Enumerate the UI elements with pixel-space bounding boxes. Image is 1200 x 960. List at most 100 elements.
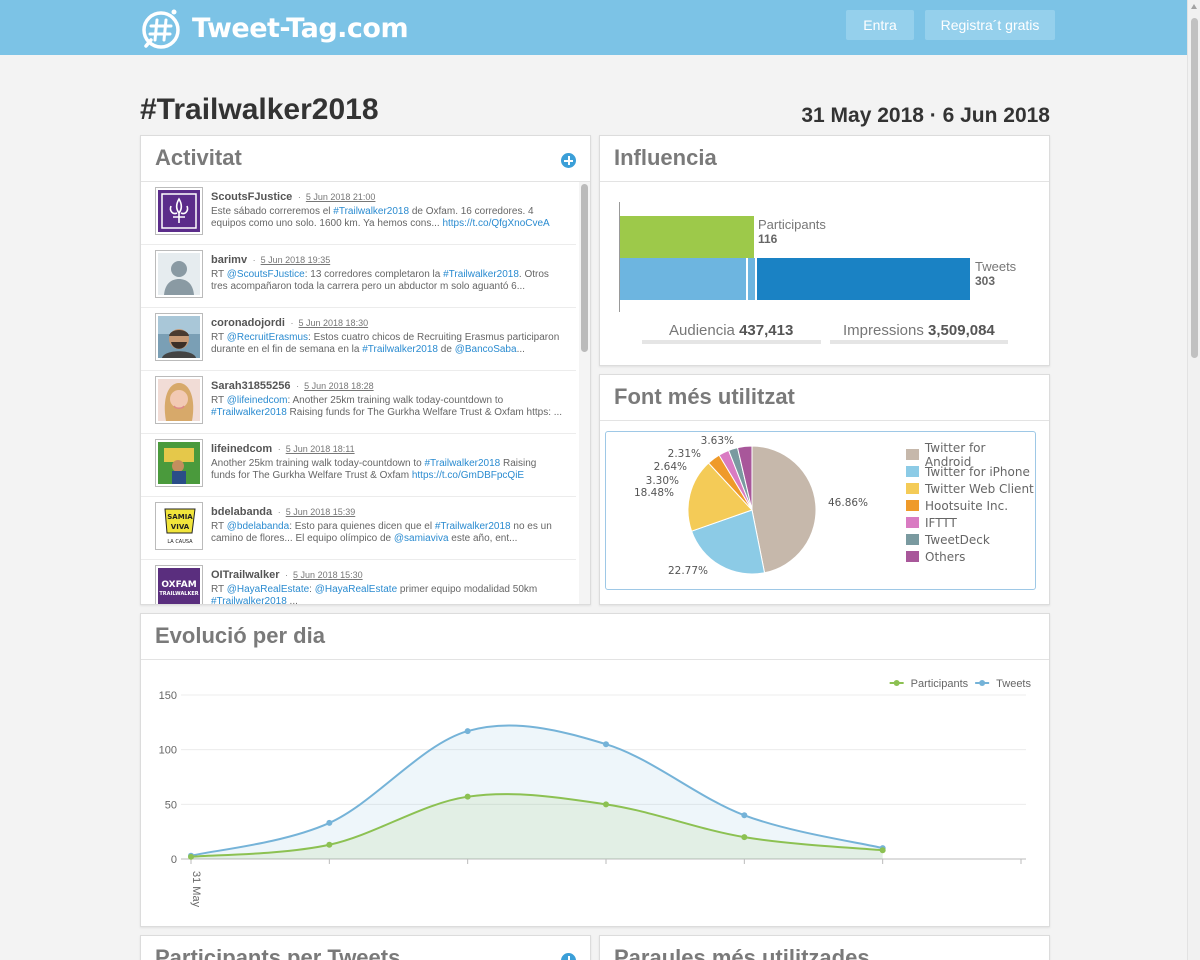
mention-link[interactable]: @ScoutsFJustice	[226, 269, 305, 280]
avatar[interactable]	[155, 187, 203, 235]
tweet-date[interactable]: 5 Jun 2018 21:00	[305, 192, 376, 202]
avatar[interactable]: SAMIA VIVA LA CAUSA	[155, 502, 203, 550]
mention-link[interactable]: @lifeinedcom	[226, 395, 288, 406]
scroll-up-arrow-icon[interactable]	[1191, 4, 1197, 9]
tweet-item[interactable]: Sarah31855256 · 5 Jun 2018 18:28 RT @lif…	[141, 371, 576, 434]
hashtag-link[interactable]: #Trailwalker2018	[211, 406, 287, 418]
influence-axis	[619, 202, 620, 312]
tweet-username[interactable]: lifeinedcom	[211, 443, 273, 455]
tweet-text: RT @bdelabanda: Esto para quienes dicen …	[211, 521, 552, 544]
tweet-item[interactable]: SAMIA VIVA LA CAUSA bdelabanda · 5 Jun 201…	[141, 497, 576, 560]
pie-data-label: 22.77%	[668, 565, 708, 577]
tweet-username[interactable]: Sarah31855256	[211, 380, 291, 392]
pie-slice-twitter-web-client[interactable]	[687, 462, 753, 532]
tweet-url-link[interactable]: https://t.co/QfgXnoCveA	[442, 217, 550, 229]
tweet-item[interactable]: lifeinedcom · 5 Jun 2018 18:11 Another 2…	[141, 434, 576, 497]
evolution-title: Evolució per dia	[155, 623, 325, 648]
mention-link[interactable]: @HayaRealEstate	[314, 584, 398, 595]
participants-point[interactable]	[879, 847, 886, 854]
avatar[interactable]: OXFAM TRAILWALKER	[155, 565, 203, 604]
pie-slice-twitter-for-iphone[interactable]	[690, 509, 766, 575]
tweet-user[interactable]: lifeinedcom · 5 Jun 2018 18:11	[211, 443, 355, 455]
mention-link[interactable]: @RecruitErasmus	[226, 332, 309, 343]
tweet-user[interactable]: ScoutsFJustice · 5 Jun 2018 21:00	[211, 191, 376, 203]
avatar[interactable]	[155, 439, 203, 487]
legend-item[interactable]: Tweets	[975, 678, 1031, 690]
hashtag-link[interactable]: #Trailwalker2018	[333, 206, 410, 217]
tweet-username[interactable]: bdelabanda	[211, 506, 273, 518]
tweet-user[interactable]: barimv · 5 Jun 2018 19:35	[211, 254, 331, 266]
tweet-date[interactable]: 5 Jun 2018 15:39	[285, 507, 356, 517]
legend-item[interactable]: Participants	[889, 678, 969, 690]
tweet-user[interactable]: coronadojordi · 5 Jun 2018 18:30	[211, 317, 369, 329]
participants-point[interactable]	[464, 793, 471, 800]
add-icon[interactable]	[561, 953, 576, 960]
tweet-url-link[interactable]: https://t.co/GmDBFpcQiE	[411, 469, 525, 481]
participants-value: 116	[758, 232, 778, 246]
participants-per-tweets-header: Participants per Tweets	[141, 936, 590, 960]
mention-link[interactable]: @BancoSaba	[454, 343, 517, 355]
legend-label: IFTTT	[925, 515, 957, 530]
feed-scrollbar[interactable]	[579, 182, 590, 604]
hashtag-link[interactable]: #Trailwalker2018	[362, 343, 438, 355]
participants-point[interactable]	[741, 834, 748, 841]
register-button[interactable]: Registra´t gratis	[925, 10, 1055, 40]
legend-item[interactable]: Twitter for iPhone	[906, 463, 1035, 480]
tweet-user[interactable]: OITrailwalker · 5 Jun 2018 15:30	[211, 569, 363, 581]
mention-link[interactable]: @bdelabanda	[226, 521, 290, 532]
tweet-date[interactable]: 5 Jun 2018 18:11	[285, 444, 355, 454]
tweets-point[interactable]	[464, 728, 471, 735]
hashtag-link[interactable]: #Trailwalker2018	[211, 595, 287, 605]
legend-item[interactable]: Others	[906, 548, 1035, 565]
page-scrollbar[interactable]	[1187, 0, 1200, 960]
tweet-username[interactable]: OITrailwalker	[211, 569, 280, 581]
legend-label: Hootsuite Inc.	[925, 498, 1009, 513]
tweets-bar[interactable]	[620, 258, 970, 300]
tweet-item[interactable]: barimv · 5 Jun 2018 19:35 RT @ScoutsFJus…	[141, 245, 576, 308]
tweet-username[interactable]: barimv	[211, 254, 248, 266]
activity-feed[interactable]: ScoutsFJustice · 5 Jun 2018 21:00 Este s…	[141, 182, 590, 604]
mention-link[interactable]: @samiaviva	[393, 532, 449, 544]
legend-item[interactable]: Twitter for Android	[906, 441, 1035, 469]
tweets-point[interactable]	[741, 812, 748, 819]
tweet-item[interactable]: coronadojordi · 5 Jun 2018 18:30 RT @Rec…	[141, 308, 576, 371]
tweets-point[interactable]	[603, 741, 609, 748]
participants-point[interactable]	[326, 841, 333, 848]
tweet-item[interactable]: ScoutsFJustice · 5 Jun 2018 21:00 Este s…	[141, 182, 576, 245]
tweet-date[interactable]: 5 Jun 2018 18:30	[298, 318, 369, 328]
tweets-line[interactable]	[190, 724, 883, 857]
participants-line[interactable]	[190, 793, 883, 858]
avatar[interactable]	[155, 376, 203, 424]
tweet-user[interactable]: bdelabanda · 5 Jun 2018 15:39	[211, 506, 356, 518]
hashtag-link[interactable]: #Trailwalker2018	[443, 269, 519, 280]
hashtag-link[interactable]: #Trailwalker2018	[434, 521, 511, 532]
tweet-date[interactable]: 5 Jun 2018 18:28	[304, 381, 374, 391]
tweet-username[interactable]: ScoutsFJustice	[211, 191, 293, 203]
tweet-user[interactable]: Sarah31855256 · 5 Jun 2018 18:28	[211, 380, 374, 392]
legend-item[interactable]: Twitter Web Client	[906, 480, 1035, 497]
legend-item[interactable]: IFTTT	[906, 514, 1035, 531]
tweet-item[interactable]: OXFAM TRAILWALKER OITrailwalker · 5 Jun 2…	[141, 560, 576, 604]
tweet-date[interactable]: 5 Jun 2018 15:30	[293, 570, 363, 580]
mention-link[interactable]: @HayaRealEstate	[226, 584, 310, 595]
login-button[interactable]: Entra	[846, 10, 914, 40]
hashtag-link[interactable]: #Trailwalker2018	[424, 458, 501, 469]
participants-point[interactable]	[603, 801, 609, 808]
avatar[interactable]	[155, 250, 203, 298]
page-scrollbar-thumb[interactable]	[1191, 18, 1198, 358]
tweet-username[interactable]: coronadojordi	[211, 317, 285, 329]
legend-item[interactable]: Hootsuite Inc.	[906, 497, 1035, 514]
tweet-date[interactable]: 5 Jun 2018 19:35	[260, 255, 331, 265]
legend-item[interactable]: TweetDeck	[906, 531, 1035, 548]
participants-bar[interactable]	[620, 216, 754, 258]
tweets-point[interactable]	[326, 819, 333, 826]
participants-point[interactable]	[188, 853, 194, 860]
participants-bar-label: Participants 116	[758, 217, 826, 246]
pie-slice-twitter-for-android[interactable]	[751, 445, 817, 574]
avatar[interactable]	[155, 313, 203, 361]
add-icon[interactable]	[561, 153, 576, 168]
pie-slice-others[interactable]	[736, 445, 753, 511]
feed-scrollbar-thumb[interactable]	[581, 184, 588, 352]
site-logo[interactable]: Tweet-Tag.com	[140, 6, 409, 50]
